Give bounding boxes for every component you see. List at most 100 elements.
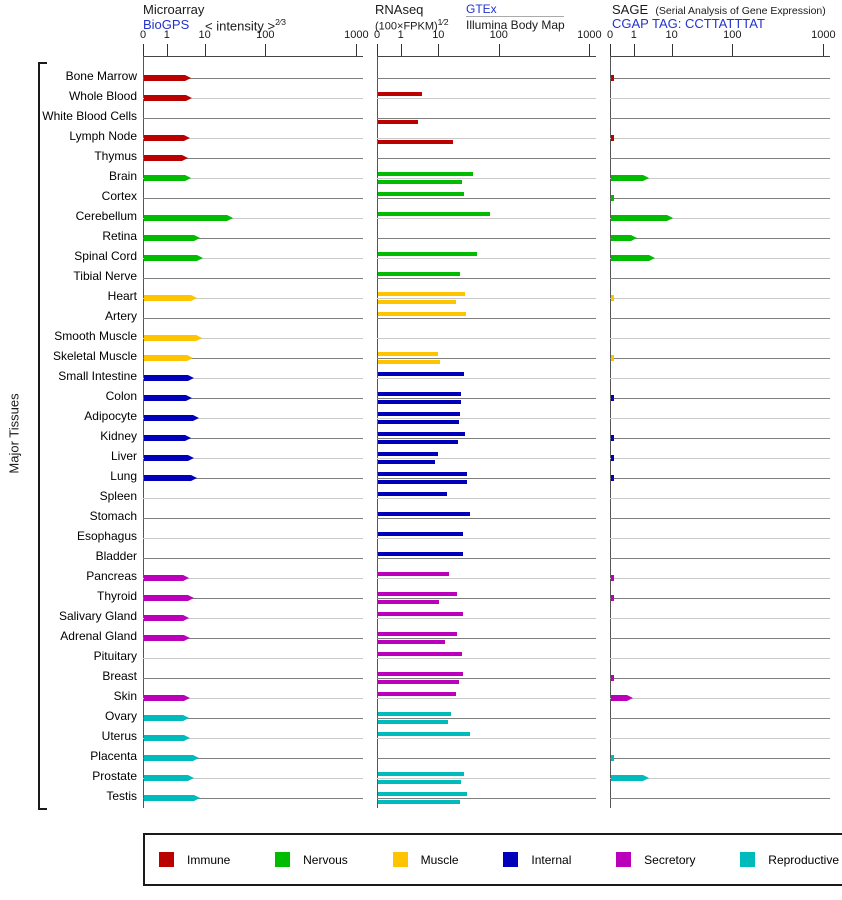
rnaseq-gtex-bar xyxy=(378,612,463,616)
row-line xyxy=(143,338,363,339)
axis-tick xyxy=(498,44,500,56)
axis-tick xyxy=(610,44,611,56)
microarray-bar xyxy=(144,355,193,361)
legend-label: Nervous xyxy=(303,852,348,867)
axis-tick xyxy=(671,44,673,56)
legend-item-nervous: Nervous xyxy=(275,852,348,867)
row-line xyxy=(143,398,363,399)
axis-tick xyxy=(438,44,440,56)
row-line xyxy=(610,458,830,459)
row-line xyxy=(610,498,830,499)
tissue-label: Breast xyxy=(102,669,137,683)
axis-tick xyxy=(633,44,635,56)
axis-tick-label: 1000 xyxy=(344,29,369,41)
row-line xyxy=(143,238,363,239)
tissue-label: Thymus xyxy=(94,149,137,163)
tissue-label: Retina xyxy=(102,229,137,243)
microarray-bar xyxy=(144,575,189,581)
biogps-link[interactable]: BioGPS xyxy=(143,17,190,32)
tissue-label: Heart xyxy=(107,289,137,303)
row-line xyxy=(610,598,830,599)
axis-tick xyxy=(589,44,591,56)
row-line xyxy=(610,118,830,119)
row-line xyxy=(610,758,830,759)
microarray-bar xyxy=(144,295,197,301)
legend-item-internal: Internal xyxy=(503,852,571,867)
axis-top-line xyxy=(143,56,363,57)
tissue-label: Whole Blood xyxy=(68,89,137,103)
row-line xyxy=(377,358,596,359)
row-line xyxy=(610,678,830,679)
row-line xyxy=(610,478,830,479)
sage-panel-title: SAGE (Serial Analysis of Gene Expression… xyxy=(612,2,826,17)
legend-item-muscle: Muscle xyxy=(392,852,459,867)
row-line xyxy=(377,678,596,679)
tissue-label: Bone Marrow xyxy=(65,69,137,83)
row-line xyxy=(143,518,363,519)
sage-bar xyxy=(611,435,615,441)
row-line xyxy=(377,198,596,199)
microarray-bar xyxy=(144,235,200,241)
tissue-label: Pancreas xyxy=(86,569,137,583)
rnaseq-illumina-bar xyxy=(378,680,460,684)
sage-bar xyxy=(611,455,615,461)
legend-label: Internal xyxy=(531,852,572,867)
microarray-bar xyxy=(144,135,190,141)
rnaseq-gtex-bar xyxy=(378,732,470,736)
rnaseq-gtex-bar xyxy=(378,592,458,596)
axis-tick xyxy=(166,44,168,56)
axis-tick-label: 1 xyxy=(397,29,404,41)
rnaseq-gtex-bar xyxy=(378,272,460,276)
axis-tick-label: 100 xyxy=(256,29,275,41)
legend-swatch-immune xyxy=(159,852,174,867)
bracket-top-arm xyxy=(38,62,47,64)
row-line xyxy=(143,658,363,659)
microarray-bar xyxy=(144,435,191,441)
microarray-bar xyxy=(144,215,233,221)
microarray-bar xyxy=(144,375,194,381)
row-line xyxy=(377,458,596,459)
row-line xyxy=(143,758,363,759)
sage-bar xyxy=(611,235,637,241)
rnaseq-gtex-bar xyxy=(378,652,463,656)
axis-tick xyxy=(356,44,358,56)
rnaseq-scale-label: (100×FPKM)1⁄2 xyxy=(375,17,449,33)
row-line xyxy=(610,298,830,299)
axis-vertical-line xyxy=(610,56,611,808)
row-line xyxy=(377,218,596,219)
tissue-label: Stomach xyxy=(89,509,137,523)
row-line xyxy=(610,258,830,259)
tissue-label: Lung xyxy=(110,469,137,483)
rnaseq-gtex-bar xyxy=(378,172,474,176)
gtex-link[interactable]: GTEx xyxy=(466,2,497,16)
row-line xyxy=(610,178,830,179)
microarray-panel-title: Microarray xyxy=(143,2,205,17)
rnaseq-illumina-bar xyxy=(378,140,453,144)
axis-tick xyxy=(823,44,825,56)
axis-tick-label: 0 xyxy=(139,29,147,41)
axis-top-line xyxy=(610,56,830,57)
cgap-link[interactable]: CGAP xyxy=(612,16,649,31)
row-line xyxy=(143,158,363,159)
tissue-label: Liver xyxy=(110,449,137,463)
legend-item-immune: Immune xyxy=(159,852,230,867)
row-line xyxy=(143,478,363,479)
row-line xyxy=(143,78,363,79)
microarray-bar xyxy=(144,395,192,401)
microarray-bar xyxy=(144,615,189,621)
row-line xyxy=(610,98,830,99)
row-line xyxy=(610,778,830,779)
axis-tick-label: 1 xyxy=(163,29,170,41)
row-line xyxy=(610,338,830,339)
row-line xyxy=(143,698,363,699)
row-line xyxy=(610,378,830,379)
row-line xyxy=(377,378,596,379)
sage-bar xyxy=(611,175,649,181)
row-line xyxy=(377,258,596,259)
row-line xyxy=(610,718,830,719)
row-line xyxy=(610,518,830,519)
row-line xyxy=(610,618,830,619)
row-line xyxy=(610,278,830,279)
legend-item-reproductive: Reproductive xyxy=(740,852,839,867)
row-line xyxy=(610,78,830,79)
